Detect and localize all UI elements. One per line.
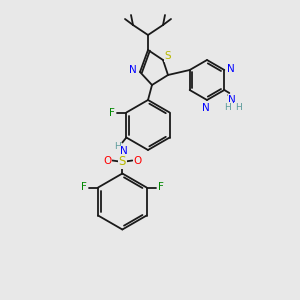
Text: N: N (228, 95, 236, 105)
Text: F: F (158, 182, 164, 193)
Text: H: H (114, 142, 121, 151)
Text: F: F (110, 107, 115, 118)
Text: H: H (235, 103, 242, 112)
Text: O: O (103, 155, 112, 166)
Text: N: N (121, 146, 128, 157)
Text: N: N (129, 65, 137, 75)
Text: S: S (165, 51, 171, 61)
Text: N: N (227, 64, 235, 74)
Text: N: N (202, 103, 210, 113)
Text: H: H (224, 103, 231, 112)
Text: S: S (119, 155, 126, 168)
Text: F: F (81, 182, 87, 193)
Text: O: O (133, 155, 142, 166)
